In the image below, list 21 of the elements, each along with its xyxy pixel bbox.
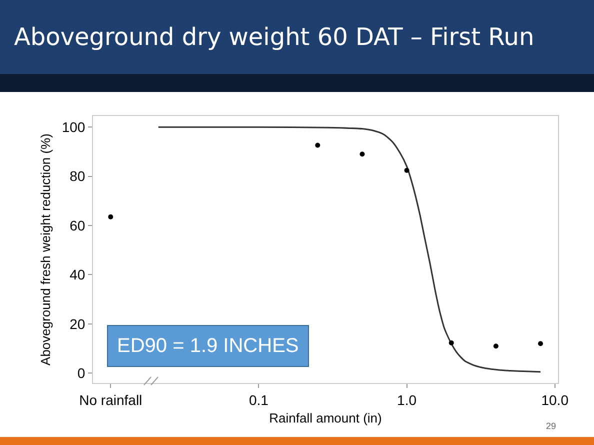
point xyxy=(404,168,410,173)
y-tick-label: 20 xyxy=(70,316,86,332)
point xyxy=(538,341,544,346)
x-tick-label: 0.1 xyxy=(248,392,269,408)
y-tick-label: 60 xyxy=(70,217,86,234)
y-tick-label: 80 xyxy=(70,168,86,184)
point xyxy=(360,152,365,157)
chart-title: Aboveground dry weight 60 DAT – First Run xyxy=(0,0,594,74)
point xyxy=(493,344,498,349)
x-tick-label: 1.0 xyxy=(397,392,417,408)
point xyxy=(315,142,320,148)
point xyxy=(448,340,454,346)
x-tick-label: 10.0 xyxy=(541,392,569,408)
y-tick-label: 0 xyxy=(77,365,86,382)
x-tick-label: No rainfall xyxy=(79,392,142,408)
text: 29 xyxy=(546,421,556,431)
y-axis-title: Aboveground fresh weight reduction (%) xyxy=(38,134,53,366)
annotation: ED90 = 1.9 INCHES xyxy=(117,335,299,357)
y-tick-label: 100 xyxy=(62,118,86,135)
y-tick-label: 40 xyxy=(70,266,86,283)
x-axis-title: Rainfall amount (in) xyxy=(269,410,382,426)
